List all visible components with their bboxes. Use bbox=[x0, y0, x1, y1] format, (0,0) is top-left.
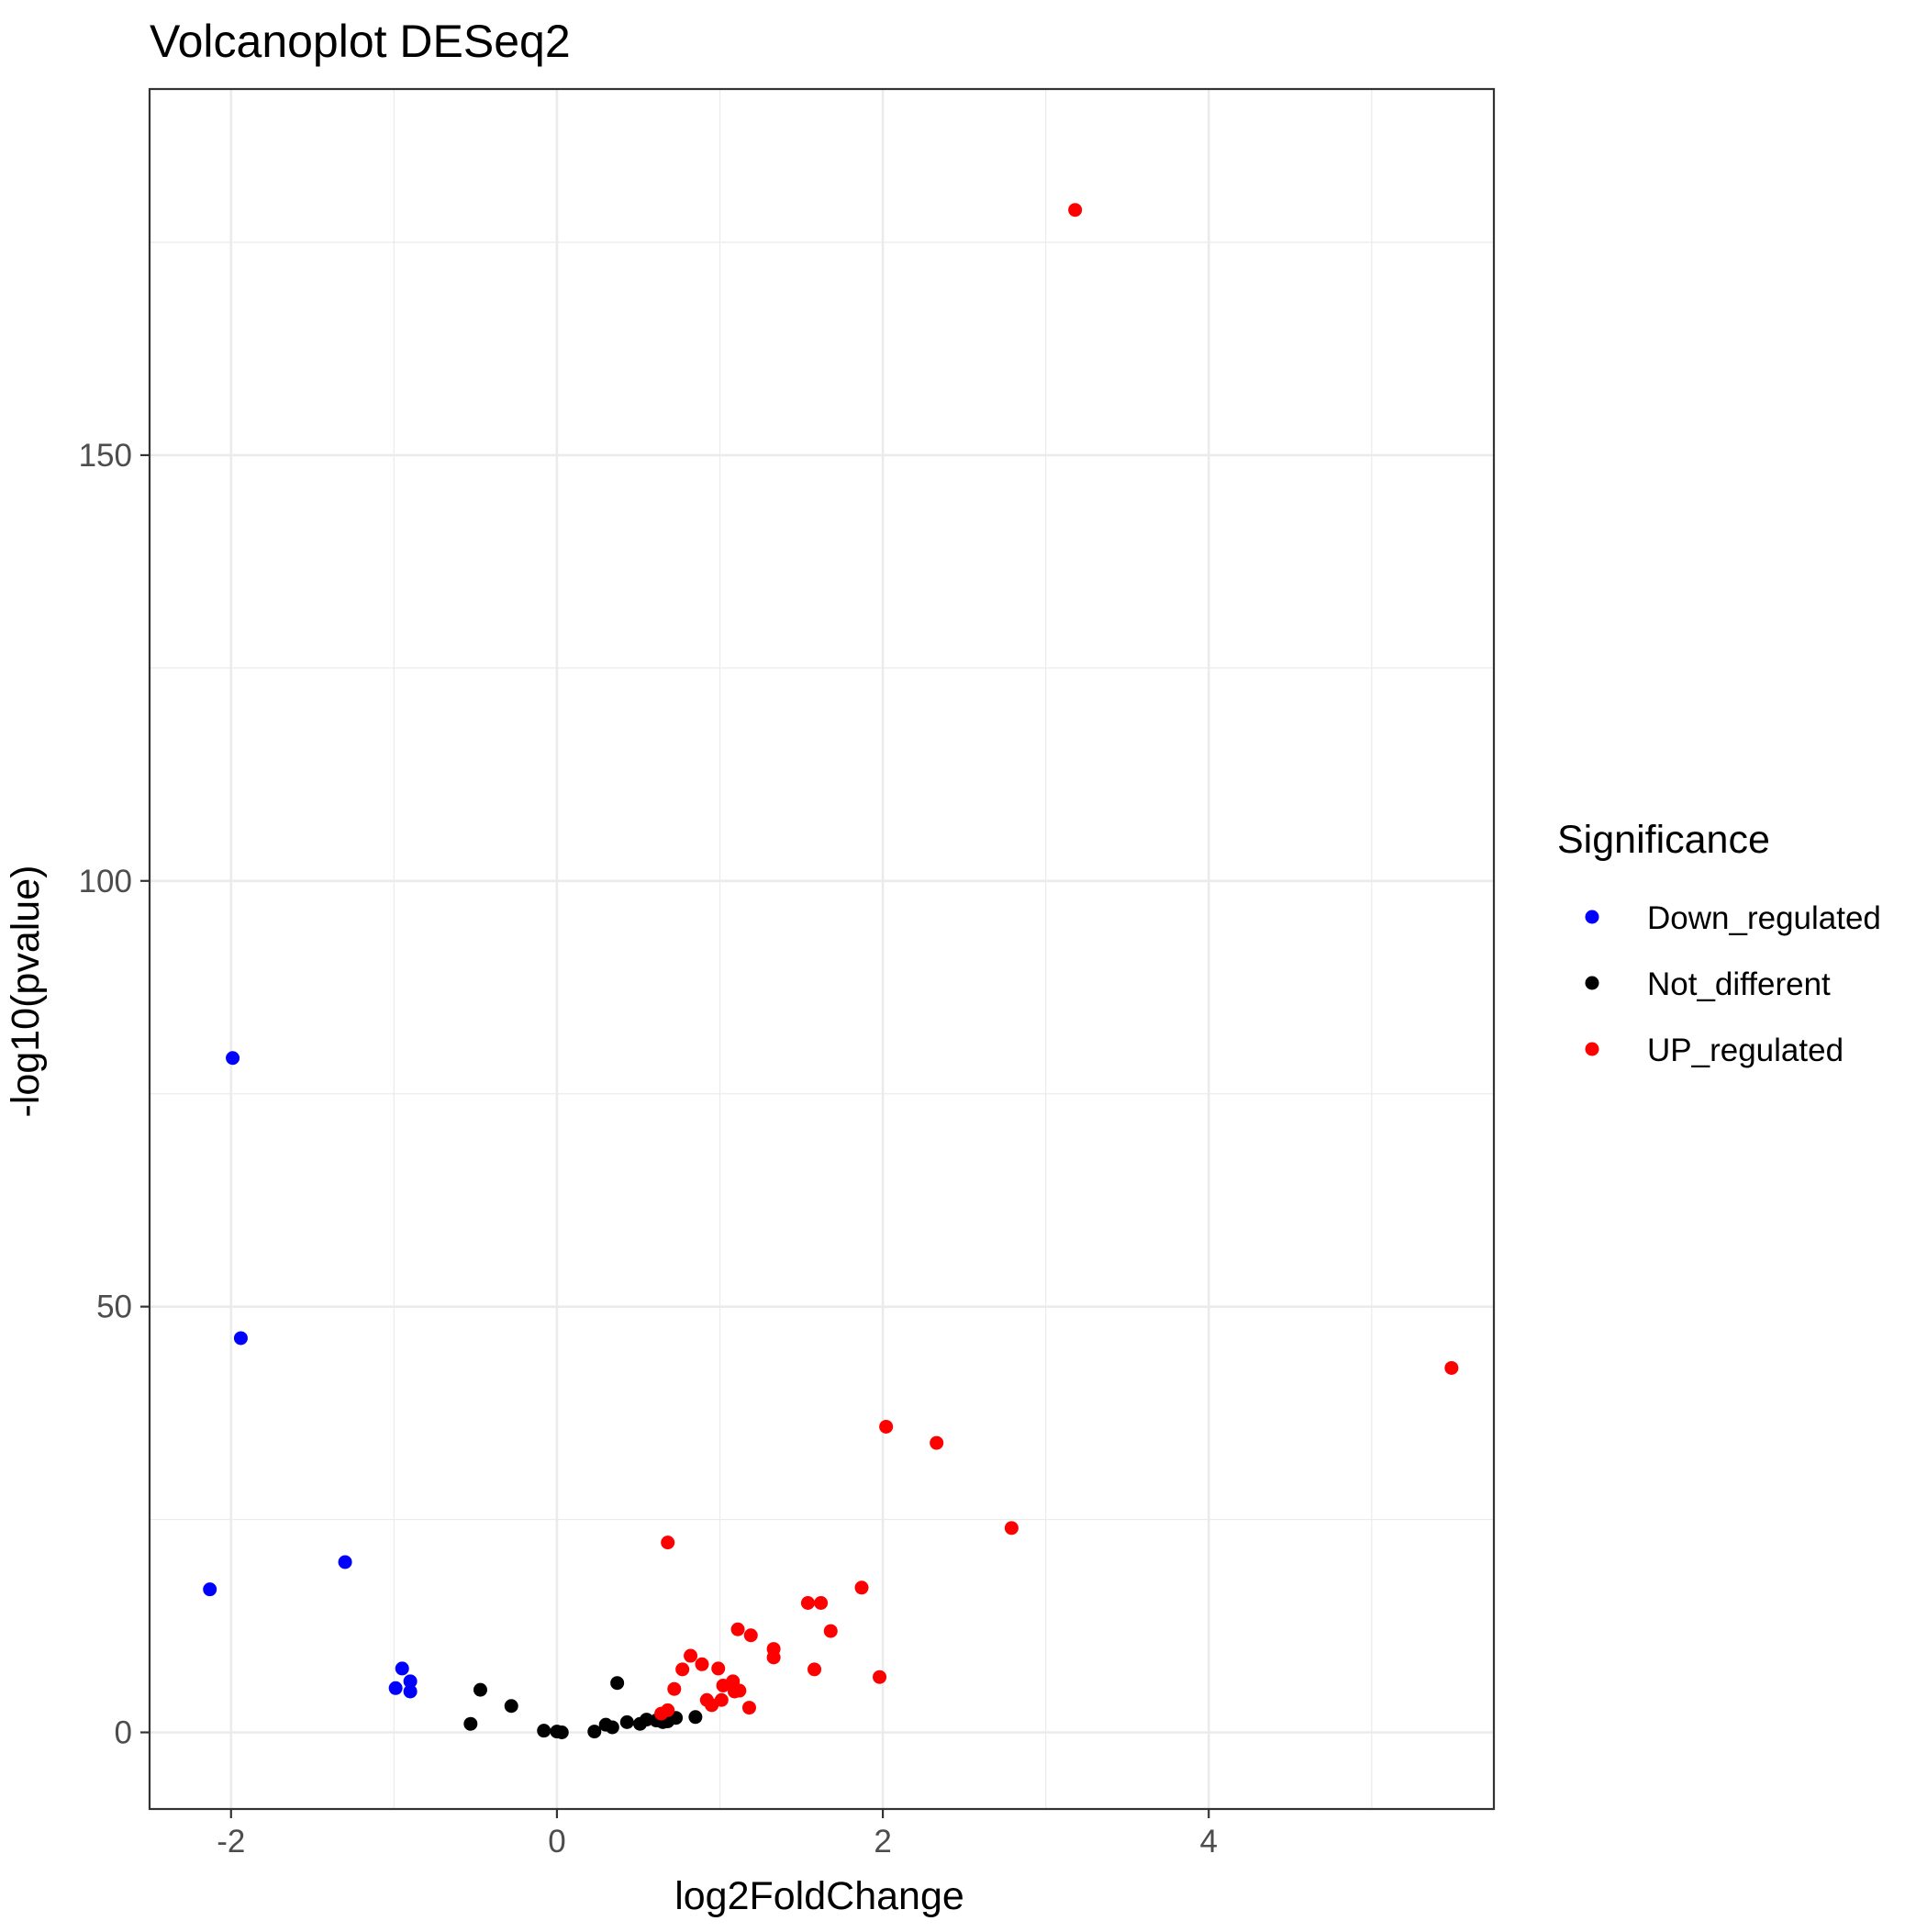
point-not-different bbox=[619, 1714, 634, 1729]
y-axis: 0 50 100 150 bbox=[79, 438, 150, 1751]
point-not-different bbox=[605, 1720, 619, 1735]
x-axis-label: log2FoldChange bbox=[674, 1874, 964, 1918]
point-down-regulated bbox=[395, 1661, 409, 1676]
point-up-regulated bbox=[808, 1662, 822, 1677]
point-up-regulated bbox=[695, 1657, 709, 1671]
legend-key-down-regulated bbox=[1585, 910, 1599, 924]
point-up-regulated bbox=[1068, 203, 1083, 218]
point-down-regulated bbox=[388, 1681, 403, 1695]
x-axis: -2 0 2 4 bbox=[217, 1809, 1218, 1859]
x-tick-label: 2 bbox=[874, 1824, 891, 1859]
points-layer bbox=[203, 203, 1459, 1740]
point-up-regulated bbox=[823, 1624, 838, 1638]
point-down-regulated bbox=[403, 1674, 418, 1689]
legend-title: Significance bbox=[1557, 818, 1770, 862]
x-tick-label: 0 bbox=[548, 1824, 565, 1859]
point-up-regulated bbox=[730, 1622, 745, 1636]
legend: Significance Down_regulated Not_different… bbox=[1557, 818, 1881, 1068]
point-down-regulated bbox=[233, 1331, 248, 1346]
x-tick-label: -2 bbox=[217, 1824, 245, 1859]
point-up-regulated bbox=[741, 1701, 756, 1715]
point-up-regulated bbox=[814, 1595, 829, 1610]
point-not-different bbox=[688, 1710, 703, 1725]
point-up-regulated bbox=[716, 1678, 730, 1692]
x-tick-label: 4 bbox=[1200, 1824, 1218, 1859]
y-tick-label: 0 bbox=[115, 1715, 132, 1751]
point-down-regulated bbox=[226, 1051, 240, 1066]
point-up-regulated bbox=[711, 1661, 726, 1676]
legend-items: Down_regulated Not_different UP_regulated bbox=[1585, 900, 1881, 1068]
y-tick-label: 100 bbox=[79, 864, 132, 899]
plot-panel-border bbox=[148, 87, 1496, 1811]
point-up-regulated bbox=[873, 1670, 887, 1684]
point-up-regulated bbox=[930, 1435, 944, 1450]
point-down-regulated bbox=[403, 1684, 418, 1699]
point-up-regulated bbox=[654, 1706, 669, 1721]
point-up-regulated bbox=[1444, 1360, 1459, 1375]
point-not-different bbox=[463, 1716, 478, 1731]
point-not-different bbox=[554, 1725, 569, 1740]
legend-key-not-different bbox=[1585, 976, 1599, 990]
legend-key-up-regulated bbox=[1585, 1042, 1599, 1056]
chart-title: Volcanoplot DESeq2 bbox=[150, 16, 571, 67]
point-up-regulated bbox=[743, 1628, 758, 1643]
point-not-different bbox=[587, 1725, 602, 1739]
y-tick-label: 150 bbox=[79, 438, 132, 474]
point-not-different bbox=[473, 1682, 487, 1697]
y-axis-label: -log10(pvalue) bbox=[4, 865, 48, 1118]
point-up-regulated bbox=[675, 1662, 690, 1677]
point-up-regulated bbox=[705, 1698, 719, 1713]
point-up-regulated bbox=[854, 1580, 869, 1595]
point-down-regulated bbox=[203, 1582, 217, 1597]
legend-label-up-regulated: UP_regulated bbox=[1647, 1033, 1843, 1068]
point-up-regulated bbox=[667, 1681, 682, 1696]
point-up-regulated bbox=[879, 1419, 894, 1434]
legend-label-down-regulated: Down_regulated bbox=[1647, 900, 1881, 936]
legend-label-not-different: Not_different bbox=[1647, 966, 1831, 1002]
point-not-different bbox=[610, 1676, 625, 1691]
y-tick-label: 50 bbox=[96, 1290, 132, 1325]
point-up-regulated bbox=[800, 1595, 815, 1610]
point-up-regulated bbox=[1004, 1521, 1019, 1536]
point-up-regulated bbox=[661, 1536, 675, 1550]
point-down-regulated bbox=[338, 1555, 352, 1569]
point-up-regulated bbox=[766, 1650, 781, 1665]
point-not-different bbox=[504, 1699, 518, 1714]
point-not-different bbox=[537, 1724, 551, 1738]
point-up-regulated bbox=[732, 1683, 747, 1698]
point-up-regulated bbox=[684, 1648, 698, 1663]
grid-layer bbox=[150, 89, 1494, 1809]
